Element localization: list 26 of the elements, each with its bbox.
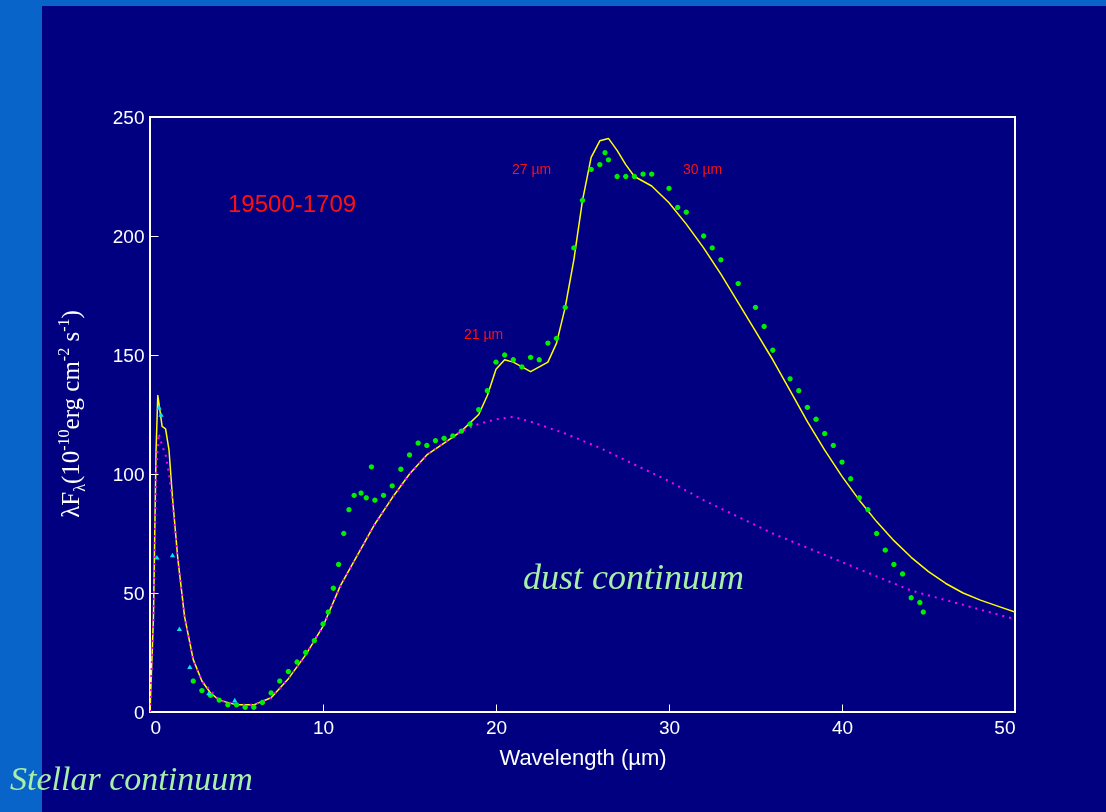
x-tick-label: 40 (831, 716, 854, 738)
x-tick-label: 20 (485, 716, 508, 738)
x-axis-title: Wavelength (µm) (499, 744, 667, 770)
annotation: 30 µm (683, 161, 723, 177)
annotation: 27 µm (512, 161, 552, 177)
x-tick-label: 30 (658, 716, 681, 738)
y-tick-label: 50 (123, 582, 145, 604)
x-tick-label: 50 (994, 716, 1016, 738)
point (169, 552, 176, 558)
line-series (150, 137, 1015, 712)
y-tick-label: 150 (112, 344, 145, 366)
point (154, 555, 160, 560)
annotation: 19500-1709 (228, 190, 357, 218)
y-tick-label: 200 (112, 225, 145, 247)
x-tick-label: 0 (150, 716, 162, 738)
annotation: dust continuum (523, 556, 744, 598)
y-tick-label: 250 (112, 106, 145, 128)
x-tick-label: 10 (312, 716, 335, 738)
point (176, 626, 183, 631)
point (187, 664, 193, 670)
point (156, 405, 162, 410)
annotation: 21 µm (464, 326, 504, 342)
y-tick-label: 0 (133, 701, 145, 723)
y-tick-label: 100 (112, 463, 145, 485)
point (158, 412, 164, 417)
text: Stellar continuum (10, 760, 253, 798)
